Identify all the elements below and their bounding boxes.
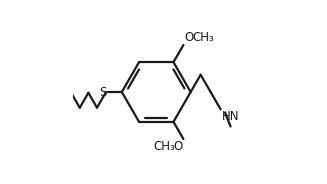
Text: S: S xyxy=(99,86,107,98)
Text: CH₃: CH₃ xyxy=(192,31,214,44)
Text: O: O xyxy=(173,140,182,153)
Text: CH₃: CH₃ xyxy=(153,140,175,153)
Text: O: O xyxy=(184,31,194,44)
Text: HN: HN xyxy=(221,110,239,123)
